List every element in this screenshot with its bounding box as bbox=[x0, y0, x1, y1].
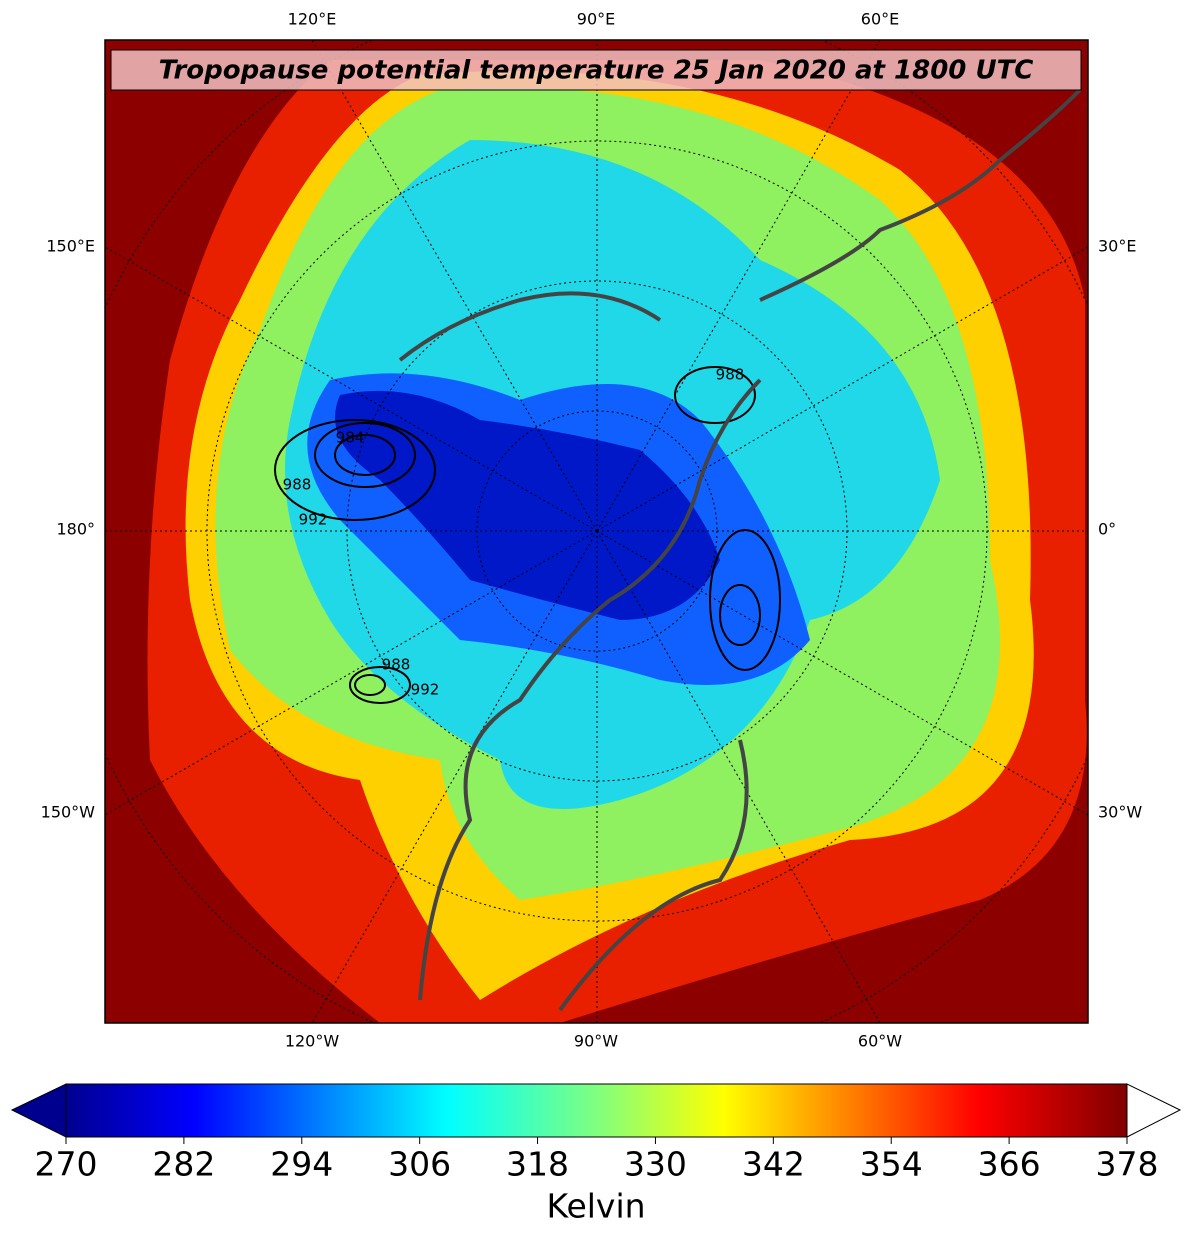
colorbar-tick-label: 378 bbox=[1096, 1145, 1159, 1184]
lon-label: 180° bbox=[56, 520, 95, 539]
colorbar-tick-label: 366 bbox=[978, 1145, 1041, 1184]
lon-label: 120°W bbox=[285, 1032, 340, 1051]
map bbox=[105, 40, 1088, 1023]
colorbar-tick-label: 354 bbox=[860, 1145, 923, 1184]
lon-label: 150°W bbox=[41, 803, 96, 822]
map-frame bbox=[104, 39, 1089, 1024]
title: Tropopause potential temperature 25 Jan … bbox=[159, 56, 1034, 86]
colorbar-tick-label: 306 bbox=[388, 1145, 451, 1184]
colorbar-extend-max bbox=[1126, 1083, 1182, 1138]
colorbar-tick-label: 282 bbox=[152, 1145, 215, 1184]
contour-label: 988 bbox=[716, 366, 745, 384]
colorbar-tick-label: 270 bbox=[35, 1145, 98, 1184]
colorbar-tick-label: 330 bbox=[624, 1145, 687, 1184]
lon-label: 90°W bbox=[574, 1032, 618, 1051]
contour-label: 988 bbox=[283, 476, 312, 494]
colorbar-tick-label: 318 bbox=[506, 1145, 569, 1184]
coastlines bbox=[398, 88, 1082, 1012]
colorbar-tick-label: 294 bbox=[270, 1145, 333, 1184]
contour-label: 988 bbox=[382, 656, 411, 674]
lon-label: 60°W bbox=[858, 1032, 902, 1051]
colorbar-extend-min bbox=[10, 1083, 67, 1138]
contour-label: 992 bbox=[411, 681, 440, 699]
lon-label: 60°E bbox=[861, 10, 899, 29]
title-box bbox=[110, 49, 1082, 91]
colorbar-tick-label: 342 bbox=[742, 1145, 805, 1184]
lon-label: 30°W bbox=[1098, 803, 1142, 822]
colorbar-body bbox=[65, 1083, 1128, 1138]
lon-label: 90°E bbox=[577, 10, 615, 29]
lon-label: 30°E bbox=[1098, 237, 1136, 256]
lon-label: 0° bbox=[1098, 520, 1116, 539]
contour-label: 984 bbox=[336, 429, 365, 447]
lon-label: 150°E bbox=[46, 237, 95, 256]
colorbar: Kelvin 270 282 294 306 318 330 342 354 366 378 bbox=[10, 1083, 1182, 1226]
colorbar-label: Kelvin bbox=[546, 1187, 645, 1226]
lon-label: 120°E bbox=[288, 10, 337, 29]
labels: 120°E 90°E 60°E 120°W 90°W 60°W 150°E 180° 150°W… bbox=[41, 10, 1143, 1051]
contour-label: 992 bbox=[299, 511, 328, 529]
